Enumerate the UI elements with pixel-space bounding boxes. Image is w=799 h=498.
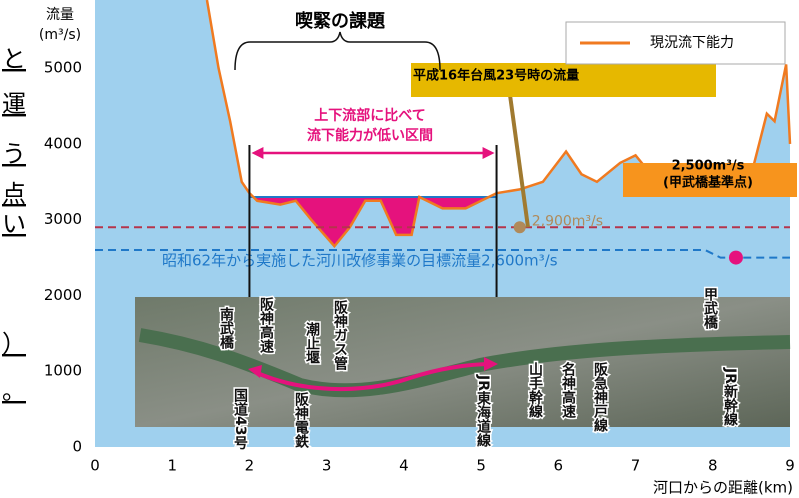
photo-label: 阪神ガス管 — [332, 300, 348, 370]
x-tick-label: 7 — [631, 457, 641, 475]
x-tick-label: 3 — [322, 457, 332, 475]
x-tick-label: 6 — [554, 457, 564, 475]
x-tick-label: 5 — [476, 457, 486, 475]
y-tick-label: 4000 — [44, 134, 82, 152]
arrow-head — [251, 147, 264, 159]
arrow-head — [248, 365, 262, 378]
side-text: 点 — [2, 180, 26, 208]
photo-label: 阪神高速 — [258, 297, 274, 354]
brace — [234, 31, 441, 71]
photo-label: JR新幹線 — [722, 367, 738, 427]
target-label: 昭和62年から実施した河川改修事業の目標流量2,600m³/s — [162, 252, 558, 270]
section-label: 上下流部に比べて — [314, 107, 425, 124]
river — [138, 328, 791, 398]
note-box — [411, 63, 716, 97]
ref-label: (甲武橋基準点) — [663, 175, 753, 191]
photo-label: 南武橋 — [218, 306, 234, 350]
side-text: 運 — [2, 90, 26, 118]
y-tick-label: 2000 — [44, 286, 82, 304]
y-tick-label: 3000 — [44, 210, 82, 228]
side-text: ） — [2, 330, 26, 358]
x-axis-label: 河口からの距離(km) — [653, 479, 793, 497]
arrow-head — [484, 357, 498, 371]
photo-label: 国道43号 — [232, 388, 248, 451]
y-tick-label: 1000 — [44, 362, 82, 380]
section-label: 流下能力が低い区間 — [307, 127, 433, 144]
ref-marker — [728, 250, 743, 265]
x-tick-label: 1 — [167, 457, 177, 475]
x-tick-label: 8 — [708, 457, 718, 475]
photo-label: 山手幹線 — [527, 362, 543, 419]
river-arrow — [254, 362, 493, 392]
flood-note: 平成16年台風23号時の流量 — [413, 68, 579, 84]
photo-label: JR東海道線 — [475, 374, 491, 448]
y-axis-label: (m³/s) — [39, 27, 81, 43]
pointer — [508, 94, 530, 228]
deficit-area — [253, 196, 489, 247]
side-text: い — [2, 210, 26, 238]
ref-label: 2,500m³/s — [672, 159, 745, 174]
chart-title: 喫緊の課題 — [295, 10, 386, 32]
side-text: 。 — [2, 377, 26, 405]
photo-label: 名神高速 — [560, 361, 576, 419]
x-tick-label: 2 — [245, 457, 255, 475]
target-line — [95, 249, 790, 259]
y-axis-label: 流量 — [46, 7, 74, 23]
x-tick-label: 0 — [90, 457, 100, 475]
y-tick-label: 5000 — [44, 59, 82, 77]
photo-label: 阪神電鉄 — [293, 392, 309, 449]
arrow-head — [482, 147, 495, 159]
ref-box — [623, 163, 797, 197]
side-text: と — [2, 45, 26, 73]
photo-label: 阪急神戸線 — [592, 362, 608, 433]
photo-label: 甲武橋 — [702, 287, 718, 330]
photo-label: 潮止堰 — [304, 321, 320, 364]
legend-label: 現況流下能力 — [650, 35, 734, 51]
flood-marker — [513, 221, 526, 234]
side-text: う — [2, 140, 26, 168]
y-tick-label: 0 — [72, 438, 82, 456]
x-tick-label: 4 — [399, 457, 409, 475]
flood-label: 2,900m³/s — [532, 213, 603, 229]
x-tick-label: 9 — [785, 457, 795, 475]
